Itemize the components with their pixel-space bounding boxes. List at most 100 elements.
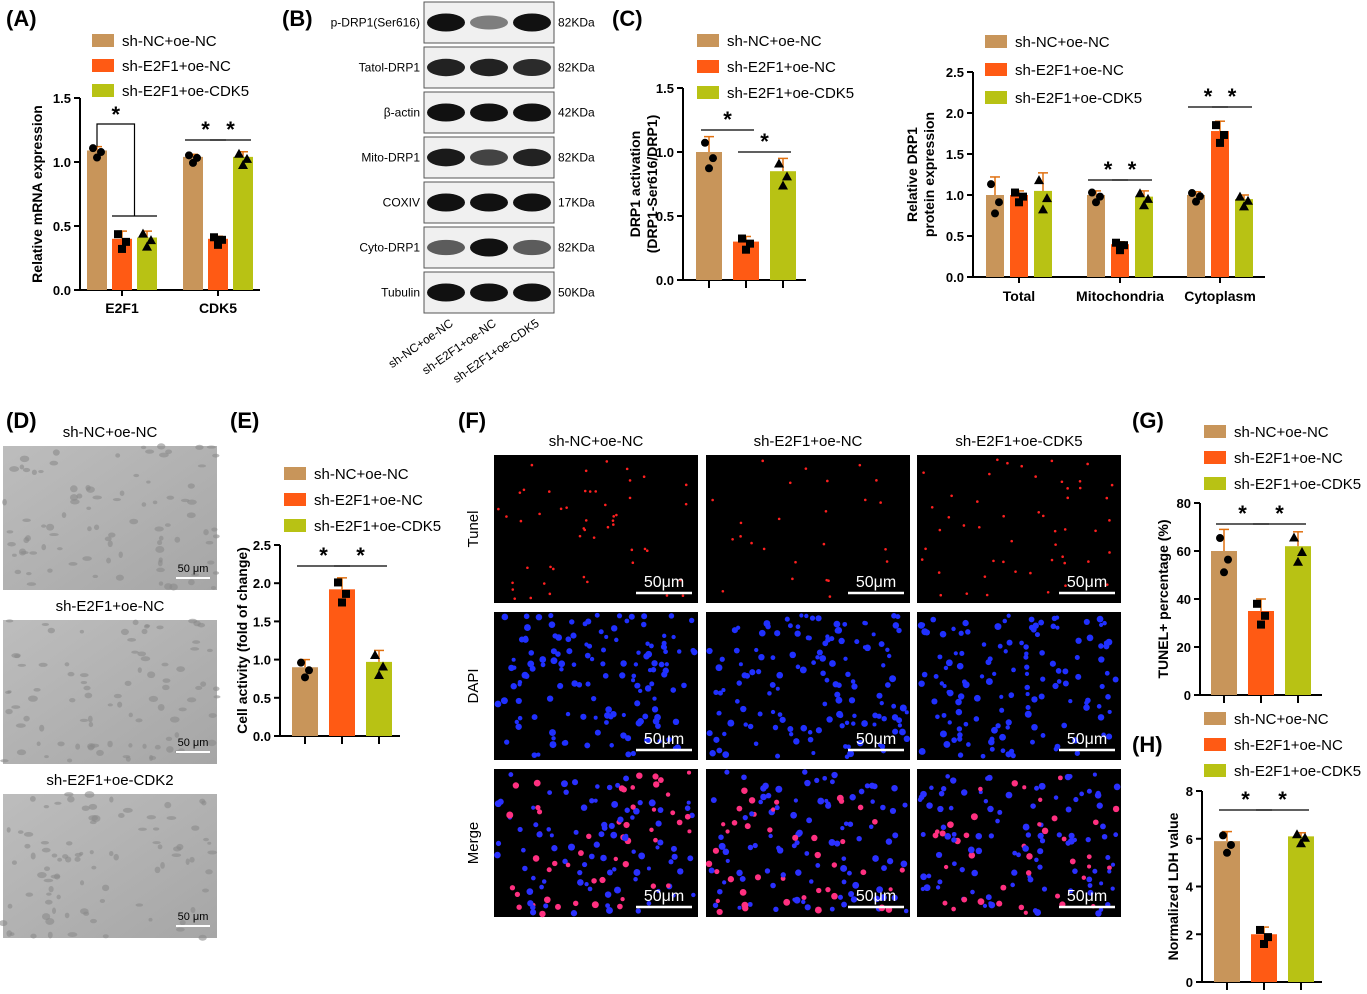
cell-shape: [162, 678, 171, 683]
fluo-dot: [649, 643, 654, 649]
fluo-dot: [551, 736, 556, 741]
bar-2: [233, 156, 253, 290]
cell-shape: [198, 934, 207, 941]
fluo-dot: [1037, 511, 1041, 514]
fluo-dot: [1032, 622, 1039, 629]
fluo-dot: [1022, 785, 1027, 790]
fluo-dot: [1034, 475, 1037, 478]
fluo-dot: [550, 648, 557, 655]
fluo-column-title: sh-NC+oe-NC: [549, 433, 644, 450]
fluo-dot: [718, 842, 726, 850]
cell-shape: [79, 851, 84, 856]
fluo-dot: [741, 774, 747, 781]
fluo-dot: [775, 686, 780, 691]
fluo-dot: [920, 558, 924, 561]
fluo-dot: [957, 752, 964, 758]
fluo-dot: [857, 804, 864, 811]
fluo-dot: [494, 851, 501, 859]
cell-shape: [188, 579, 195, 586]
fluo-dot: [884, 547, 887, 551]
legend-swatch-2: [1204, 764, 1226, 777]
fluo-dot: [804, 467, 808, 470]
micro-title: sh-E2F1+oe-CDK2: [46, 772, 173, 789]
data-point: [1264, 933, 1272, 942]
fluo-dot: [1053, 795, 1059, 800]
data-point: [114, 230, 122, 239]
data-point: [1289, 532, 1299, 542]
cell-shape: [169, 583, 178, 591]
fluo-dot: [591, 901, 599, 909]
fluo-dot: [968, 852, 976, 859]
fluo-dot: [677, 868, 684, 875]
fluo-dot: [885, 560, 889, 563]
fluo-dot: [1023, 654, 1029, 660]
fluo-dot: [1006, 639, 1013, 646]
fluo-dot: [750, 541, 753, 545]
fluo-dot: [924, 547, 927, 551]
fluo-dot: [918, 680, 925, 687]
fluo-dot: [806, 817, 813, 824]
fluo-dot: [1041, 827, 1049, 835]
fluo-dot: [820, 670, 826, 677]
cell-shape: [89, 850, 94, 855]
fluo-dot: [962, 681, 970, 689]
fluo-dot: [717, 690, 723, 696]
data-point: [1034, 175, 1044, 185]
fluo-dot: [623, 821, 630, 829]
fluo-dot: [840, 864, 848, 872]
data-point: [138, 228, 148, 238]
fluo-dot: [847, 821, 854, 827]
cell-shape: [22, 518, 31, 523]
fluo-dot: [621, 712, 626, 718]
fluo-dot: [645, 641, 650, 646]
fluo-dot: [1055, 625, 1060, 630]
fluo-dot: [515, 697, 522, 705]
y-axis-label: Cell activity (fold of change): [234, 547, 250, 734]
fluo-dot: [504, 739, 510, 745]
fluo-dot: [1092, 868, 1098, 874]
fluo-dot: [724, 769, 730, 775]
fluo-dot: [900, 860, 908, 868]
legend-label-0: sh-NC+oe-NC: [1234, 424, 1329, 441]
fluo-dot: [539, 656, 547, 663]
fluo-dot: [988, 901, 996, 909]
fluo-dot: [628, 479, 632, 482]
fluo-dot: [1099, 622, 1104, 628]
fluo-dot: [631, 849, 636, 854]
fluo-dot: [588, 490, 592, 493]
fluo-dot: [665, 883, 671, 889]
fluo-dot: [565, 636, 572, 643]
fluo-dot: [604, 634, 609, 639]
fluo-dot: [881, 865, 887, 871]
fluo-dot: [1056, 669, 1062, 674]
fluo-dot: [706, 647, 713, 655]
fluo-dot: [811, 660, 816, 665]
fluo-dot: [1024, 710, 1032, 718]
legend-swatch-0: [697, 34, 719, 47]
significance-star: *: [201, 117, 210, 142]
fluo-dot: [951, 626, 956, 632]
cell-shape: [129, 518, 139, 525]
chart-c-drp1-activation: sh-NC+oe-NC sh-E2F1+oe-NC sh-E2F1+oe-CDK5 0…: [627, 33, 854, 288]
data-point: [89, 144, 97, 153]
fluo-dot: [1018, 904, 1025, 911]
fluo-dot: [826, 716, 833, 723]
fluo-dot: [630, 785, 636, 790]
cell-shape: [159, 452, 169, 458]
fluo-dot: [1038, 782, 1046, 790]
fluo-dot: [1086, 462, 1089, 466]
data-point: [991, 209, 999, 218]
fluo-dot: [528, 650, 535, 656]
cell-shape: [83, 911, 90, 916]
fluo-dot: [1053, 529, 1057, 533]
fluo-dot: [527, 900, 534, 907]
fluo-dot: [606, 869, 613, 876]
fluo-dot: [999, 694, 1004, 699]
fluo-dot: [804, 613, 809, 619]
data-point: [1257, 620, 1265, 629]
fluo-dot: [604, 720, 609, 725]
cell-shape: [30, 852, 36, 860]
fluo-dot: [841, 901, 847, 908]
fluo-dot: [1087, 883, 1093, 888]
fluo-dot: [614, 886, 621, 894]
